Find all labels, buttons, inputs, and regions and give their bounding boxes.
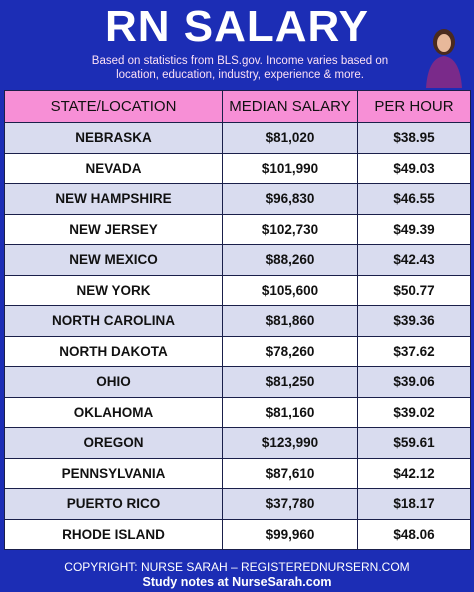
salary-cell: $37,780 <box>222 488 358 520</box>
study-notes: Study notes at NurseSarah.com <box>142 575 332 589</box>
copyright: COPYRIGHT: NURSE SARAH – REGISTEREDNURSE… <box>64 560 410 574</box>
state-cell: OHIO <box>4 366 223 398</box>
table-row: NEBRASKA $81,020 $38.95 <box>4 122 471 154</box>
column-header: PER HOUR <box>357 90 471 123</box>
salary-cell: $87,610 <box>222 457 358 489</box>
column-header: STATE/LOCATION <box>4 90 223 123</box>
table-row: PENNSYLVANIA $87,610 $42.12 <box>4 457 471 489</box>
table-row: NEVADA $101,990 $49.03 <box>4 152 471 184</box>
table-row: OREGON $123,990 $59.61 <box>4 427 471 459</box>
salary-cell: $78,260 <box>222 335 358 367</box>
salary-cell: $105,600 <box>222 274 358 306</box>
state-cell: OKLAHOMA <box>4 396 223 428</box>
hourly-cell: $39.36 <box>357 305 471 337</box>
salary-cell: $123,990 <box>222 427 358 459</box>
salary-table: STATE/LOCATION MEDIAN SALARY PER HOUR NEBR… <box>4 90 471 550</box>
column-header: MEDIAN SALARY <box>222 90 358 123</box>
hourly-cell: $49.39 <box>357 213 471 245</box>
salary-cell: $96,830 <box>222 183 358 215</box>
state-cell: NEW HAMPSHIRE <box>4 183 223 215</box>
hourly-cell: $42.43 <box>357 244 471 276</box>
salary-cell: $88,260 <box>222 244 358 276</box>
subtitle: Based on statistics from BLS.gov. Income… <box>91 55 389 67</box>
hourly-cell: $39.02 <box>357 396 471 428</box>
state-cell: RHODE ISLAND <box>4 518 223 550</box>
hourly-cell: $48.06 <box>357 518 471 550</box>
table-row: NEW JERSEY $102,730 $49.39 <box>4 213 471 245</box>
hourly-cell: $39.06 <box>357 366 471 398</box>
hourly-cell: $49.03 <box>357 152 471 184</box>
state-cell: NEW JERSEY <box>4 213 223 245</box>
table-row: PUERTO RICO $37,780 $18.17 <box>4 488 471 520</box>
subtitle: location, education, industry, experienc… <box>116 69 364 81</box>
hourly-cell: $38.95 <box>357 122 471 154</box>
nurse-photo <box>426 29 462 88</box>
state-cell: NORTH CAROLINA <box>4 305 223 337</box>
salary-cell: $81,860 <box>222 305 358 337</box>
salary-cell: $81,020 <box>222 122 358 154</box>
table-row: OKLAHOMA $81,160 $39.02 <box>4 396 471 428</box>
table-row: NEW HAMPSHIRE $96,830 $46.55 <box>4 183 471 215</box>
hourly-cell: $59.61 <box>357 427 471 459</box>
salary-cell: $81,160 <box>222 396 358 428</box>
hourly-cell: $18.17 <box>357 488 471 520</box>
table-row: NORTH DAKOTA $78,260 $37.62 <box>4 335 471 367</box>
table-row: NEW YORK $105,600 $50.77 <box>4 274 471 306</box>
state-cell: NEW YORK <box>4 274 223 306</box>
header-row: STATE/LOCATION MEDIAN SALARY PER HOUR <box>4 90 471 123</box>
table-body: NEBRASKA $81,020 $38.95 NEVADA $101,990 $49.0… <box>4 122 471 550</box>
table-row: NORTH CAROLINA $81,860 $39.36 <box>4 305 471 337</box>
hourly-cell: $46.55 <box>357 183 471 215</box>
table-row: NEW MEXICO $88,260 $42.43 <box>4 244 471 276</box>
state-cell: NEVADA <box>4 152 223 184</box>
state-cell: PENNSYLVANIA <box>4 457 223 489</box>
state-cell: NEW MEXICO <box>4 244 223 276</box>
table-row: OHIO $81,250 $39.06 <box>4 366 471 398</box>
state-cell: PUERTO RICO <box>4 488 223 520</box>
hourly-cell: $42.12 <box>357 457 471 489</box>
salary-cell: $102,730 <box>222 213 358 245</box>
salary-cell: $101,990 <box>222 152 358 184</box>
hourly-cell: $50.77 <box>357 274 471 306</box>
salary-cell: $99,960 <box>222 518 358 550</box>
table-row: RHODE ISLAND $99,960 $48.06 <box>4 518 471 550</box>
hourly-cell: $37.62 <box>357 335 471 367</box>
state-cell: NORTH DAKOTA <box>4 335 223 367</box>
salary-cell: $81,250 <box>222 366 358 398</box>
state-cell: OREGON <box>4 427 223 459</box>
title: RN SALARY <box>104 2 370 51</box>
state-cell: NEBRASKA <box>4 122 223 154</box>
